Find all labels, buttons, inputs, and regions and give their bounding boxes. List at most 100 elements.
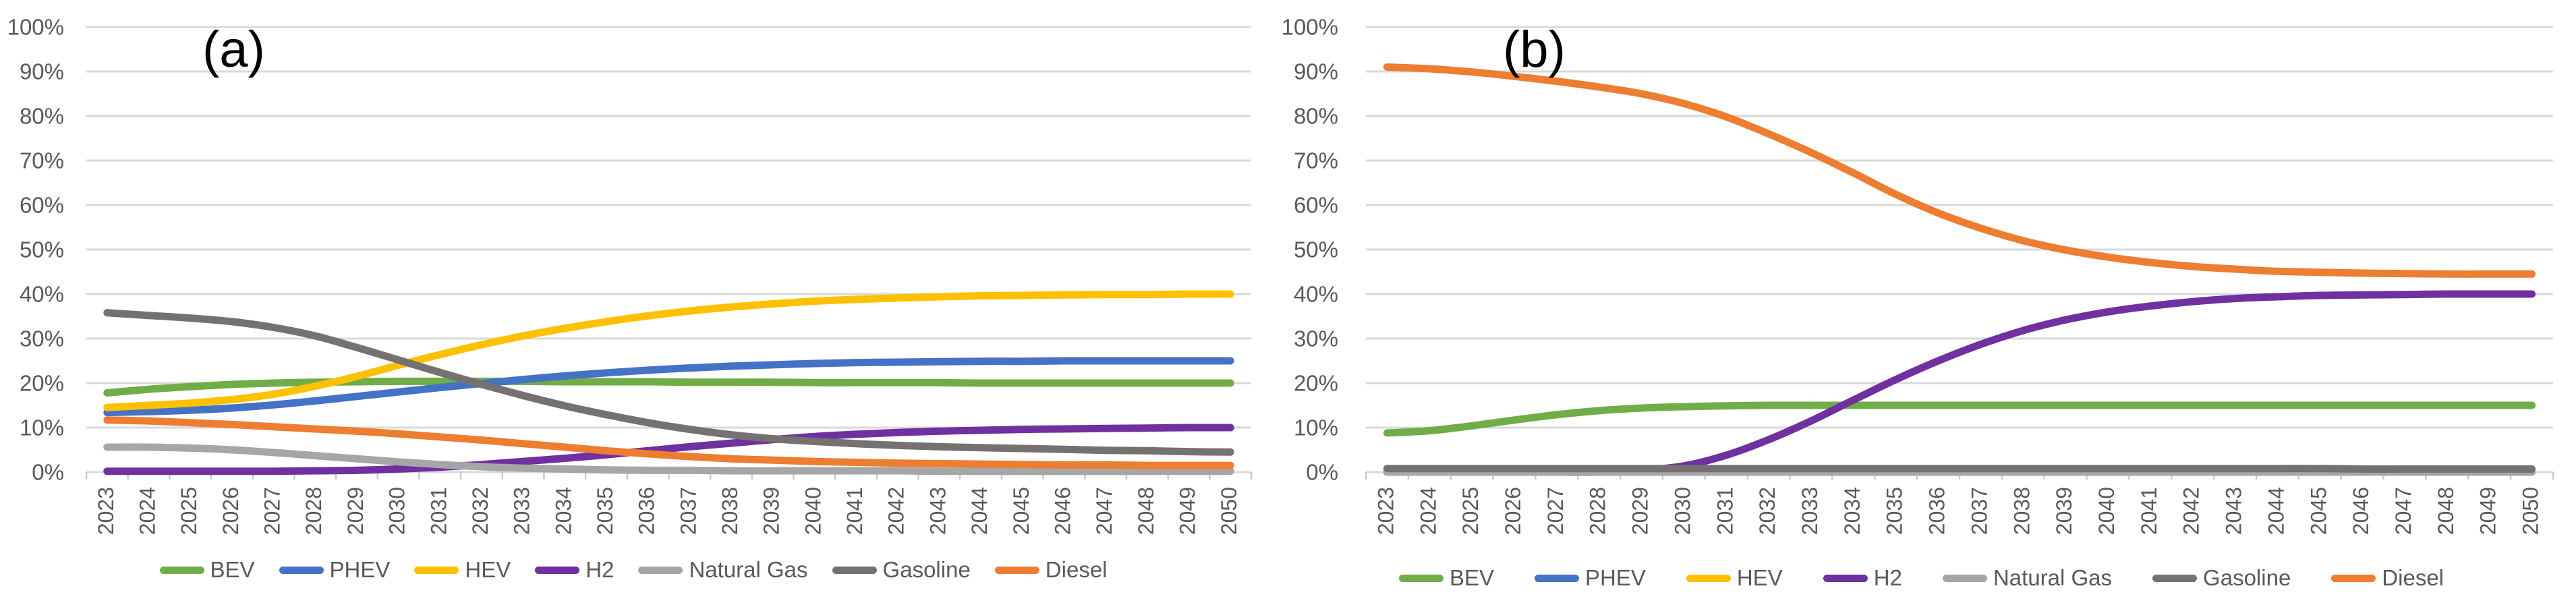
x-tick-label: 2046 — [1050, 487, 1075, 535]
y-tick-label: 0% — [1306, 460, 1338, 485]
x-tick-label: 2048 — [2434, 487, 2458, 535]
legend-item-phev: PHEV — [1535, 565, 1646, 591]
legend-item-phev: PHEV — [279, 557, 391, 583]
x-tick-label: 2024 — [1416, 487, 1440, 535]
legend-swatch — [2152, 574, 2198, 582]
x-tick-label: 2044 — [967, 487, 992, 535]
legend-label: PHEV — [1585, 565, 1646, 590]
legend-item-diesel: Diesel — [994, 557, 1108, 583]
series-line-phev — [103, 357, 1234, 417]
x-tick-label: 2035 — [593, 487, 617, 535]
x-tick-label: 2033 — [1798, 487, 1822, 535]
x-tick-label: 2032 — [468, 487, 492, 535]
x-tick-label: 2037 — [1967, 487, 1991, 535]
x-tick-label: 2034 — [1840, 487, 1864, 535]
x-tick-label: 2029 — [1628, 487, 1653, 535]
y-tick-label: 0% — [32, 460, 64, 485]
x-tick-label: 2029 — [343, 487, 368, 535]
y-tick-label: 20% — [20, 371, 64, 396]
x-tick-label: 2030 — [385, 487, 409, 535]
legend-swatch — [1823, 574, 1868, 582]
legend-swatch — [279, 566, 324, 574]
y-tick-label: 50% — [20, 237, 64, 262]
x-tick-label: 2045 — [1009, 487, 1033, 535]
legend-swatch — [2331, 574, 2376, 582]
x-tick-label: 2046 — [2349, 487, 2373, 535]
x-tick-label: 2049 — [2476, 487, 2500, 535]
chart-a-title: (a) — [202, 21, 265, 78]
y-tick-label: 80% — [20, 104, 64, 129]
legend-item-gasoline: Gasoline — [832, 557, 971, 583]
x-tick-label: 2023 — [1373, 487, 1398, 535]
legend-swatch — [1399, 574, 1443, 582]
x-tick-label: 2048 — [1134, 487, 1158, 535]
x-tick-label: 2027 — [1543, 487, 1568, 535]
x-tick-label: 2041 — [842, 487, 867, 535]
legend-label: H2 — [1873, 565, 1902, 590]
x-tick-label: 2028 — [302, 487, 326, 535]
y-tick-label: 60% — [1294, 193, 1338, 218]
legend-swatch — [1535, 574, 1580, 582]
x-tick-label: 2026 — [1501, 487, 1525, 535]
legend-label: HEV — [1736, 565, 1783, 590]
legend-item-diesel: Diesel — [2331, 565, 2444, 591]
legend-item-hev: HEV — [414, 557, 511, 583]
chart-b-plot: 0% 10% 20% 30% 40% 50% 60% 70% 80% 90% 100% 2023 202… — [1282, 15, 2554, 535]
x-tick-label: 2049 — [1176, 487, 1200, 535]
series-line-gasoline — [103, 309, 1234, 456]
legend-label: Natural Gas — [689, 557, 808, 582]
y-tick-label: 40% — [20, 282, 64, 307]
legend-item-natural-gas: Natural Gas — [638, 557, 808, 583]
chart-a-plot: 0% 10% 20% 30% 40% 50% 60% 70% 80% 90% 100% 2023 202… — [7, 15, 1253, 535]
y-tick-label: 30% — [1294, 326, 1338, 351]
x-tick-label: 2038 — [2009, 487, 2034, 535]
y-tick-label: 70% — [1294, 148, 1338, 173]
series-line-bev — [1383, 401, 2536, 437]
series-line-diesel — [1383, 63, 2536, 278]
x-tick-label: 2039 — [2052, 487, 2076, 535]
legend-label: Gasoline — [2203, 565, 2291, 590]
chart-b-legend: BEV PHEV HEV H2 Natural Gas Gasoline Diesel — [1267, 565, 2576, 591]
legend-item-h2: H2 — [535, 557, 614, 583]
chart-a-legend: BEV PHEV HEV H2 Natural Gas Gasoline Diesel — [0, 557, 1267, 583]
x-tick-label: 2024 — [136, 487, 160, 535]
legend-swatch — [638, 566, 683, 574]
x-tick-label: 2050 — [1217, 487, 1241, 535]
y-tick-label: 30% — [20, 326, 64, 351]
x-tick-label: 2047 — [1092, 487, 1116, 535]
x-tick-label: 2044 — [2264, 487, 2288, 535]
x-tick-label: 2028 — [1586, 487, 1610, 535]
legend-swatch — [535, 566, 580, 574]
x-tick-label: 2025 — [1458, 487, 1483, 535]
legend-label: Diesel — [1045, 557, 1108, 582]
series-line-h2 — [103, 424, 1234, 475]
x-tick-label: 2025 — [177, 487, 201, 535]
y-tick-label: 70% — [20, 148, 64, 173]
y-tick-label: 10% — [1294, 415, 1338, 440]
legend-swatch — [159, 566, 204, 574]
x-tick-label: 2045 — [2306, 487, 2330, 535]
y-tick-label: 10% — [20, 415, 64, 440]
legend-item-hev: HEV — [1686, 565, 1783, 591]
series-line-natural-gas — [103, 443, 1234, 475]
x-tick-label: 2040 — [2094, 487, 2119, 535]
legend-item-natural-gas: Natural Gas — [1942, 565, 2113, 591]
x-tick-label: 2036 — [1925, 487, 1949, 535]
legend-item-gasoline: Gasoline — [2152, 565, 2291, 591]
chart-b: 0% 10% 20% 30% 40% 50% 60% 70% 80% 90% 100% 2023 202… — [1267, 0, 2576, 607]
chart-b-title: (b) — [1503, 21, 1566, 78]
legend-item-h2: H2 — [1823, 565, 1902, 591]
x-tick-label: 2036 — [635, 487, 659, 535]
series-line-bev — [103, 377, 1234, 397]
legend-label: PHEV — [329, 557, 391, 582]
y-tick-label: 20% — [1294, 371, 1338, 396]
legend-item-bev: BEV — [159, 557, 255, 583]
x-tick-label: 2043 — [925, 487, 950, 535]
legend-swatch — [1686, 574, 1731, 582]
legend-item-bev: BEV — [1399, 565, 1494, 591]
x-tick-label: 2031 — [426, 487, 451, 535]
legend-swatch — [832, 566, 877, 574]
x-tick-label: 2032 — [1755, 487, 1779, 535]
legend-label: Natural Gas — [1993, 565, 2113, 590]
x-tick-label: 2040 — [801, 487, 825, 535]
